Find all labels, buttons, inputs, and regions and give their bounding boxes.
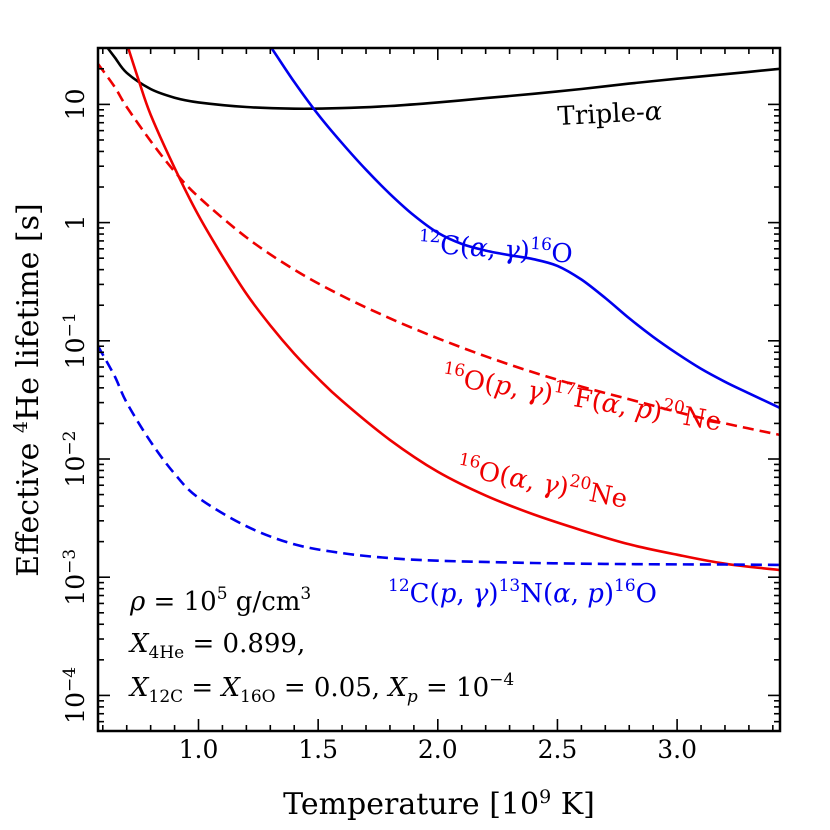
annotation-density: ρ = 105 g/cm3 bbox=[129, 584, 311, 617]
x-tick-label: 1.0 bbox=[179, 735, 219, 764]
series-line-o16-pg-f17 bbox=[98, 63, 780, 437]
label-c12-alpha-gamma-o16: 12C(α, γ)16O bbox=[418, 226, 574, 270]
annotation-helium-mass-fraction: X4He = 0.899, bbox=[128, 629, 305, 663]
x-axis-title: Temperature [109 K] bbox=[283, 786, 595, 822]
x-tick-label: 2.0 bbox=[418, 735, 458, 764]
label-triple-alpha: Triple-α bbox=[557, 97, 664, 132]
y-tick-label: 10−2 bbox=[60, 431, 90, 488]
x-tick-label: 3.0 bbox=[657, 735, 697, 764]
series-line-c12-ag bbox=[269, 48, 780, 410]
y-tick-label: 10−4 bbox=[60, 667, 90, 724]
curves-group bbox=[98, 48, 780, 572]
x-tick-label: 1.5 bbox=[298, 735, 338, 764]
tick-labels-group: 1.0 1.5 2.0 2.5 3.0 10 1 10−1 10−2 10−3 10−4 bbox=[60, 88, 697, 764]
y-axis-title: Effective 4He lifetime [s] bbox=[10, 203, 46, 576]
y-tick-label: 10−3 bbox=[60, 549, 90, 606]
y-tick-label: 10−1 bbox=[60, 312, 90, 369]
annotation-carbon-oxygen-proton-fractions: X12C = X16O = 0.05, Xp = 10−4 bbox=[128, 670, 514, 707]
label-c12-p-gamma-n13-alpha-p-o16: 12C(p, γ)13N(α, p)16O bbox=[388, 576, 657, 609]
y-tick-label: 1 bbox=[61, 215, 90, 231]
plot-frame bbox=[96, 46, 782, 733]
y-tick-label: 10 bbox=[61, 88, 90, 120]
label-o16-p-gamma-f17-alpha-p-ne20: 16O(p, γ)17F(α, p)20Ne bbox=[440, 358, 724, 437]
label-o16-alpha-gamma-ne20: 16O(α, γ)20Ne bbox=[455, 449, 631, 514]
x-tick-label: 2.5 bbox=[538, 735, 578, 764]
series-line-o16-ag bbox=[126, 48, 780, 572]
series-line-c12-pg-n13 bbox=[98, 345, 780, 567]
ticks-group bbox=[98, 47, 780, 732]
series-line-triple-alpha bbox=[106, 48, 780, 111]
